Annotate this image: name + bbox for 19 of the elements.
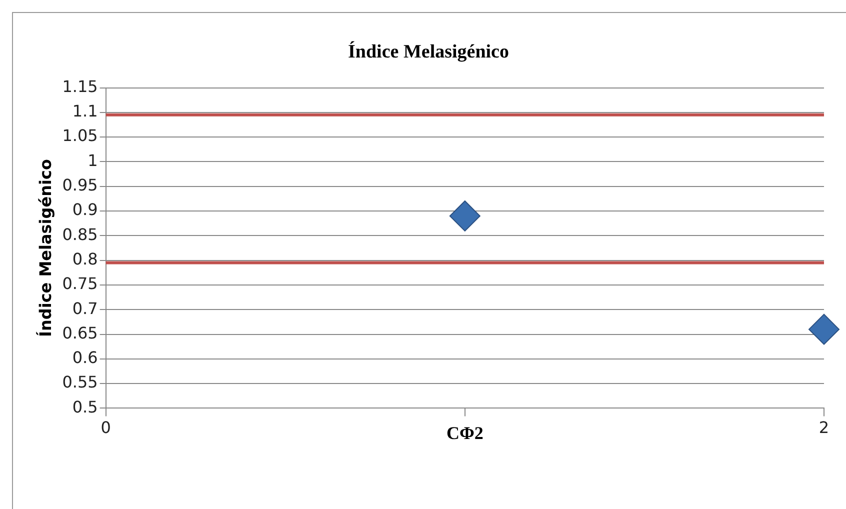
x-tick-label: 0 — [100, 418, 111, 437]
y-tick-label: 0.6 — [72, 348, 98, 368]
y-tick-label: 1.15 — [62, 76, 98, 96]
y-tick-label: 0.8 — [72, 249, 98, 268]
x-tick-label: 2 — [818, 418, 830, 437]
y-tick-label: 0.65 — [62, 323, 98, 342]
y-tick-label: 0.7 — [72, 298, 98, 318]
y-tick-label: 1.05 — [62, 126, 98, 146]
y-tick-label: 0.75 — [62, 274, 98, 294]
y-tick-label: 1.1 — [72, 102, 98, 121]
y-tick-label: 0.85 — [62, 224, 98, 244]
chart-title: Índice Melasigénico — [348, 40, 509, 62]
y-tick-label: 0.5 — [72, 397, 98, 416]
x-axis-title: CΦ2 — [446, 422, 484, 443]
y-tick-label: 0.95 — [62, 176, 98, 195]
y-tick-label: 0.9 — [72, 200, 98, 220]
y-tick-label: 0.55 — [62, 372, 98, 392]
y-tick-label: 1 — [88, 150, 98, 170]
y-axis-title: Índice Melasigénico — [36, 159, 55, 337]
